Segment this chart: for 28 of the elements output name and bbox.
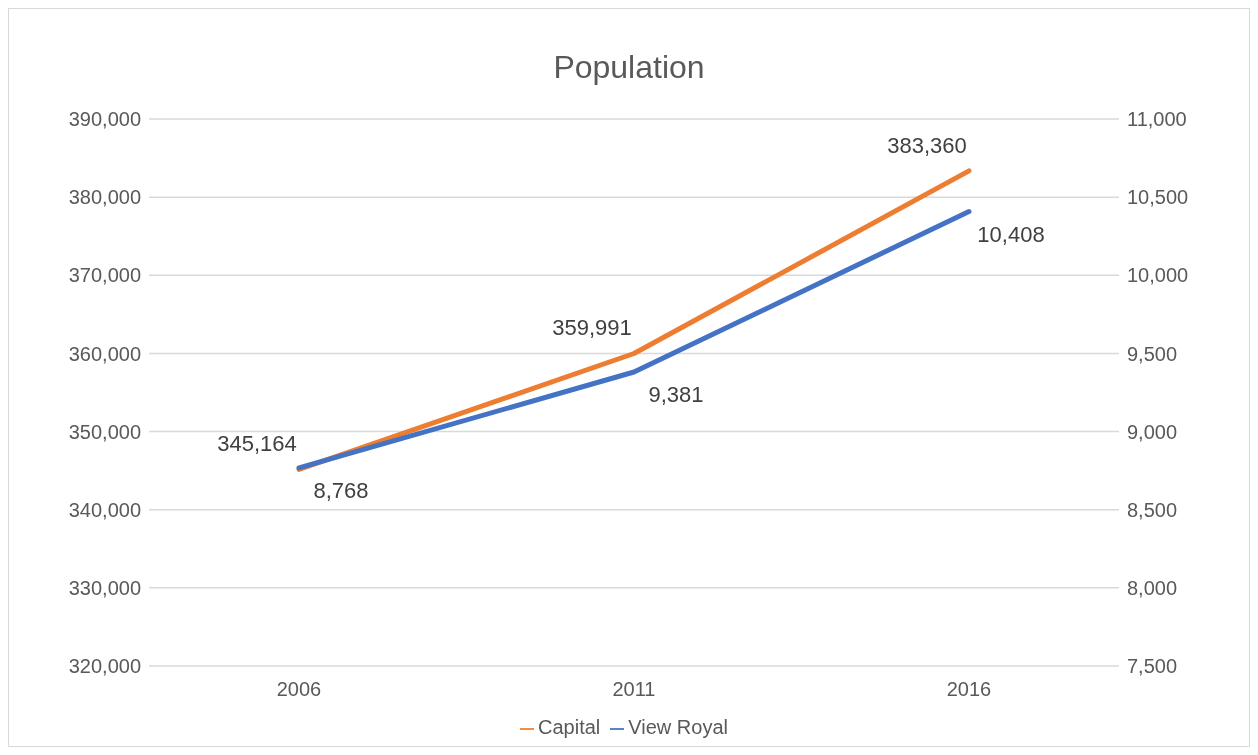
- data-label: 383,360: [887, 132, 967, 158]
- y-tick-label: 360,000: [68, 342, 141, 365]
- legend-label: View Royal: [628, 716, 728, 738]
- y-tick-label: 350,000: [68, 420, 141, 443]
- y2-tick-label: 8,500: [1127, 498, 1178, 521]
- y2-tick-label: 9,000: [1127, 420, 1178, 443]
- data-label: 9,381: [648, 382, 704, 408]
- y-tick-label: 330,000: [68, 576, 141, 599]
- y-tick-label: 380,000: [68, 186, 141, 209]
- x-tick-label: 2011: [612, 678, 656, 701]
- y2-tick-label: 7,500: [1127, 655, 1178, 678]
- data-label: 10,408: [977, 221, 1045, 247]
- legend-label: Capital: [538, 716, 601, 738]
- x-tick-label: 2016: [946, 678, 992, 701]
- y2-tick-label: 11,000: [1127, 108, 1187, 131]
- y2-tick-label: 9,500: [1127, 342, 1178, 365]
- y2-tick-label: 10,500: [1127, 186, 1189, 209]
- x-tick-label: 2006: [276, 678, 322, 701]
- y-tick-label: 340,000: [68, 498, 141, 521]
- y-tick-label: 320,000: [68, 655, 141, 678]
- chart-title: Population: [552, 48, 706, 87]
- data-label: 8,768: [313, 477, 369, 503]
- data-label: 359,991: [552, 315, 632, 341]
- y-tick-label: 390,000: [68, 108, 141, 131]
- y2-tick-label: 8,000: [1127, 576, 1178, 599]
- y-tick-label: 370,000: [68, 264, 141, 287]
- y2-tick-label: 10,000: [1127, 264, 1189, 287]
- data-label: 345,164: [217, 431, 297, 457]
